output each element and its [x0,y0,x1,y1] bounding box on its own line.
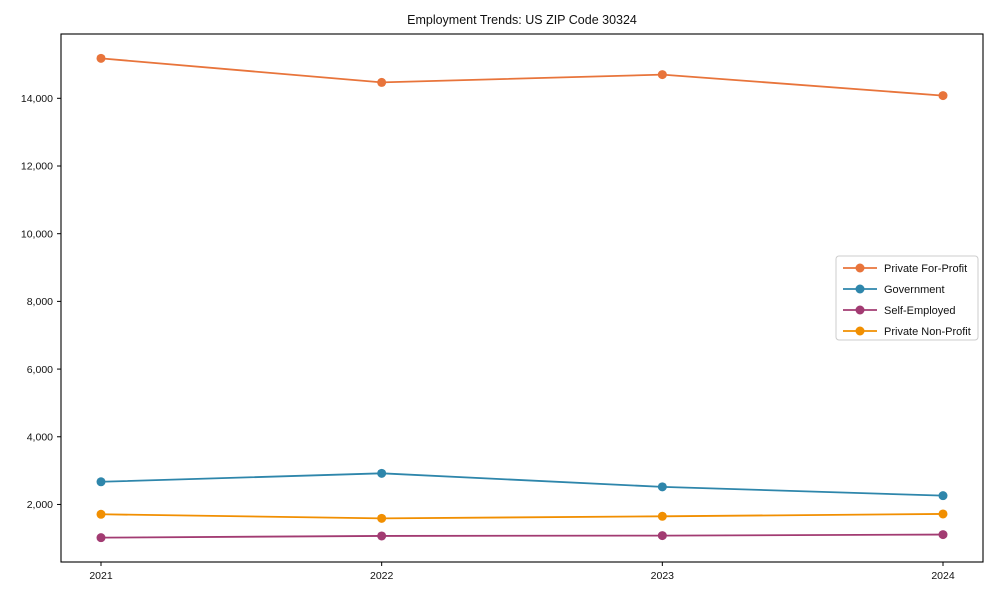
legend-box [835,255,979,341]
legend-marker-self-employed [855,305,865,315]
legend-label-government: Government [884,284,945,296]
x-axis-tick-label: 2023 [651,570,675,582]
plot-area: 2,000 4,000 6,000 8,000 10,000 12,000 14,000 20… [21,33,984,582]
series-private-for-profit [96,53,948,101]
series-government [96,468,948,501]
legend-label-self-employed: Self-Employed [884,305,956,317]
legend-marker-private-for-profit [855,263,865,273]
y-axis-tick-label: 10,000 [21,228,53,240]
legend: Private For-Profit Government Self-Employe… [835,255,979,341]
series-self-employed [96,530,948,543]
legend-marker-government [855,284,865,294]
y-axis-tick-label: 4,000 [27,431,53,443]
y-axis-tick-label: 8,000 [27,296,53,308]
chart-title: Employment Trends: US ZIP Code 30324 [407,13,637,27]
y-axis-tick-label: 2,000 [27,499,53,511]
y-axis-tick-label: 12,000 [21,161,53,173]
data-point-private-non-profit-2022 [377,513,387,523]
legend-label-private-non-profit: Private Non-Profit [884,326,971,338]
data-point-private-for-profit-2021 [96,53,106,63]
legend-marker-private-non-profit [855,326,865,336]
data-point-government-2021 [96,477,106,487]
data-point-self-employed-2021 [96,533,106,543]
y-axis-tick-label: 14,000 [21,93,53,105]
plot-border [60,33,984,563]
y-axis-tick-label: 6,000 [27,364,53,376]
data-point-self-employed-2023 [657,531,667,541]
legend-label-private-for-profit: Private For-Profit [884,263,967,275]
series-line-government [100,472,944,497]
series-line-self-employed [100,533,944,539]
data-point-private-non-profit-2023 [657,511,667,521]
data-point-private-for-profit-2023 [657,70,667,80]
x-axis-tick-label: 2022 [370,570,394,582]
data-point-government-2024 [938,491,948,501]
x-axis-tick-label: 2024 [931,570,955,582]
x-axis-tick-label: 2021 [89,570,113,582]
series-line-private-non-profit [100,513,944,520]
data-point-self-employed-2022 [377,531,387,541]
data-point-government-2022 [377,468,387,478]
data-point-private-for-profit-2024 [938,91,948,101]
data-point-self-employed-2024 [938,530,948,540]
data-point-private-for-profit-2022 [377,77,387,87]
data-point-government-2023 [657,482,667,492]
series-line-private-for-profit [100,57,944,97]
data-point-private-non-profit-2021 [96,509,106,519]
data-point-private-non-profit-2024 [938,509,948,519]
series-private-non-profit [96,509,948,523]
